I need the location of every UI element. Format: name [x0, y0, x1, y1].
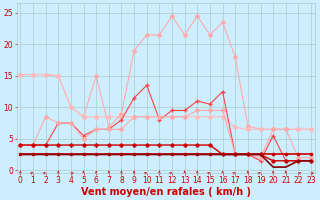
X-axis label: Vent moyen/en rafales ( km/h ): Vent moyen/en rafales ( km/h ) — [81, 187, 251, 197]
